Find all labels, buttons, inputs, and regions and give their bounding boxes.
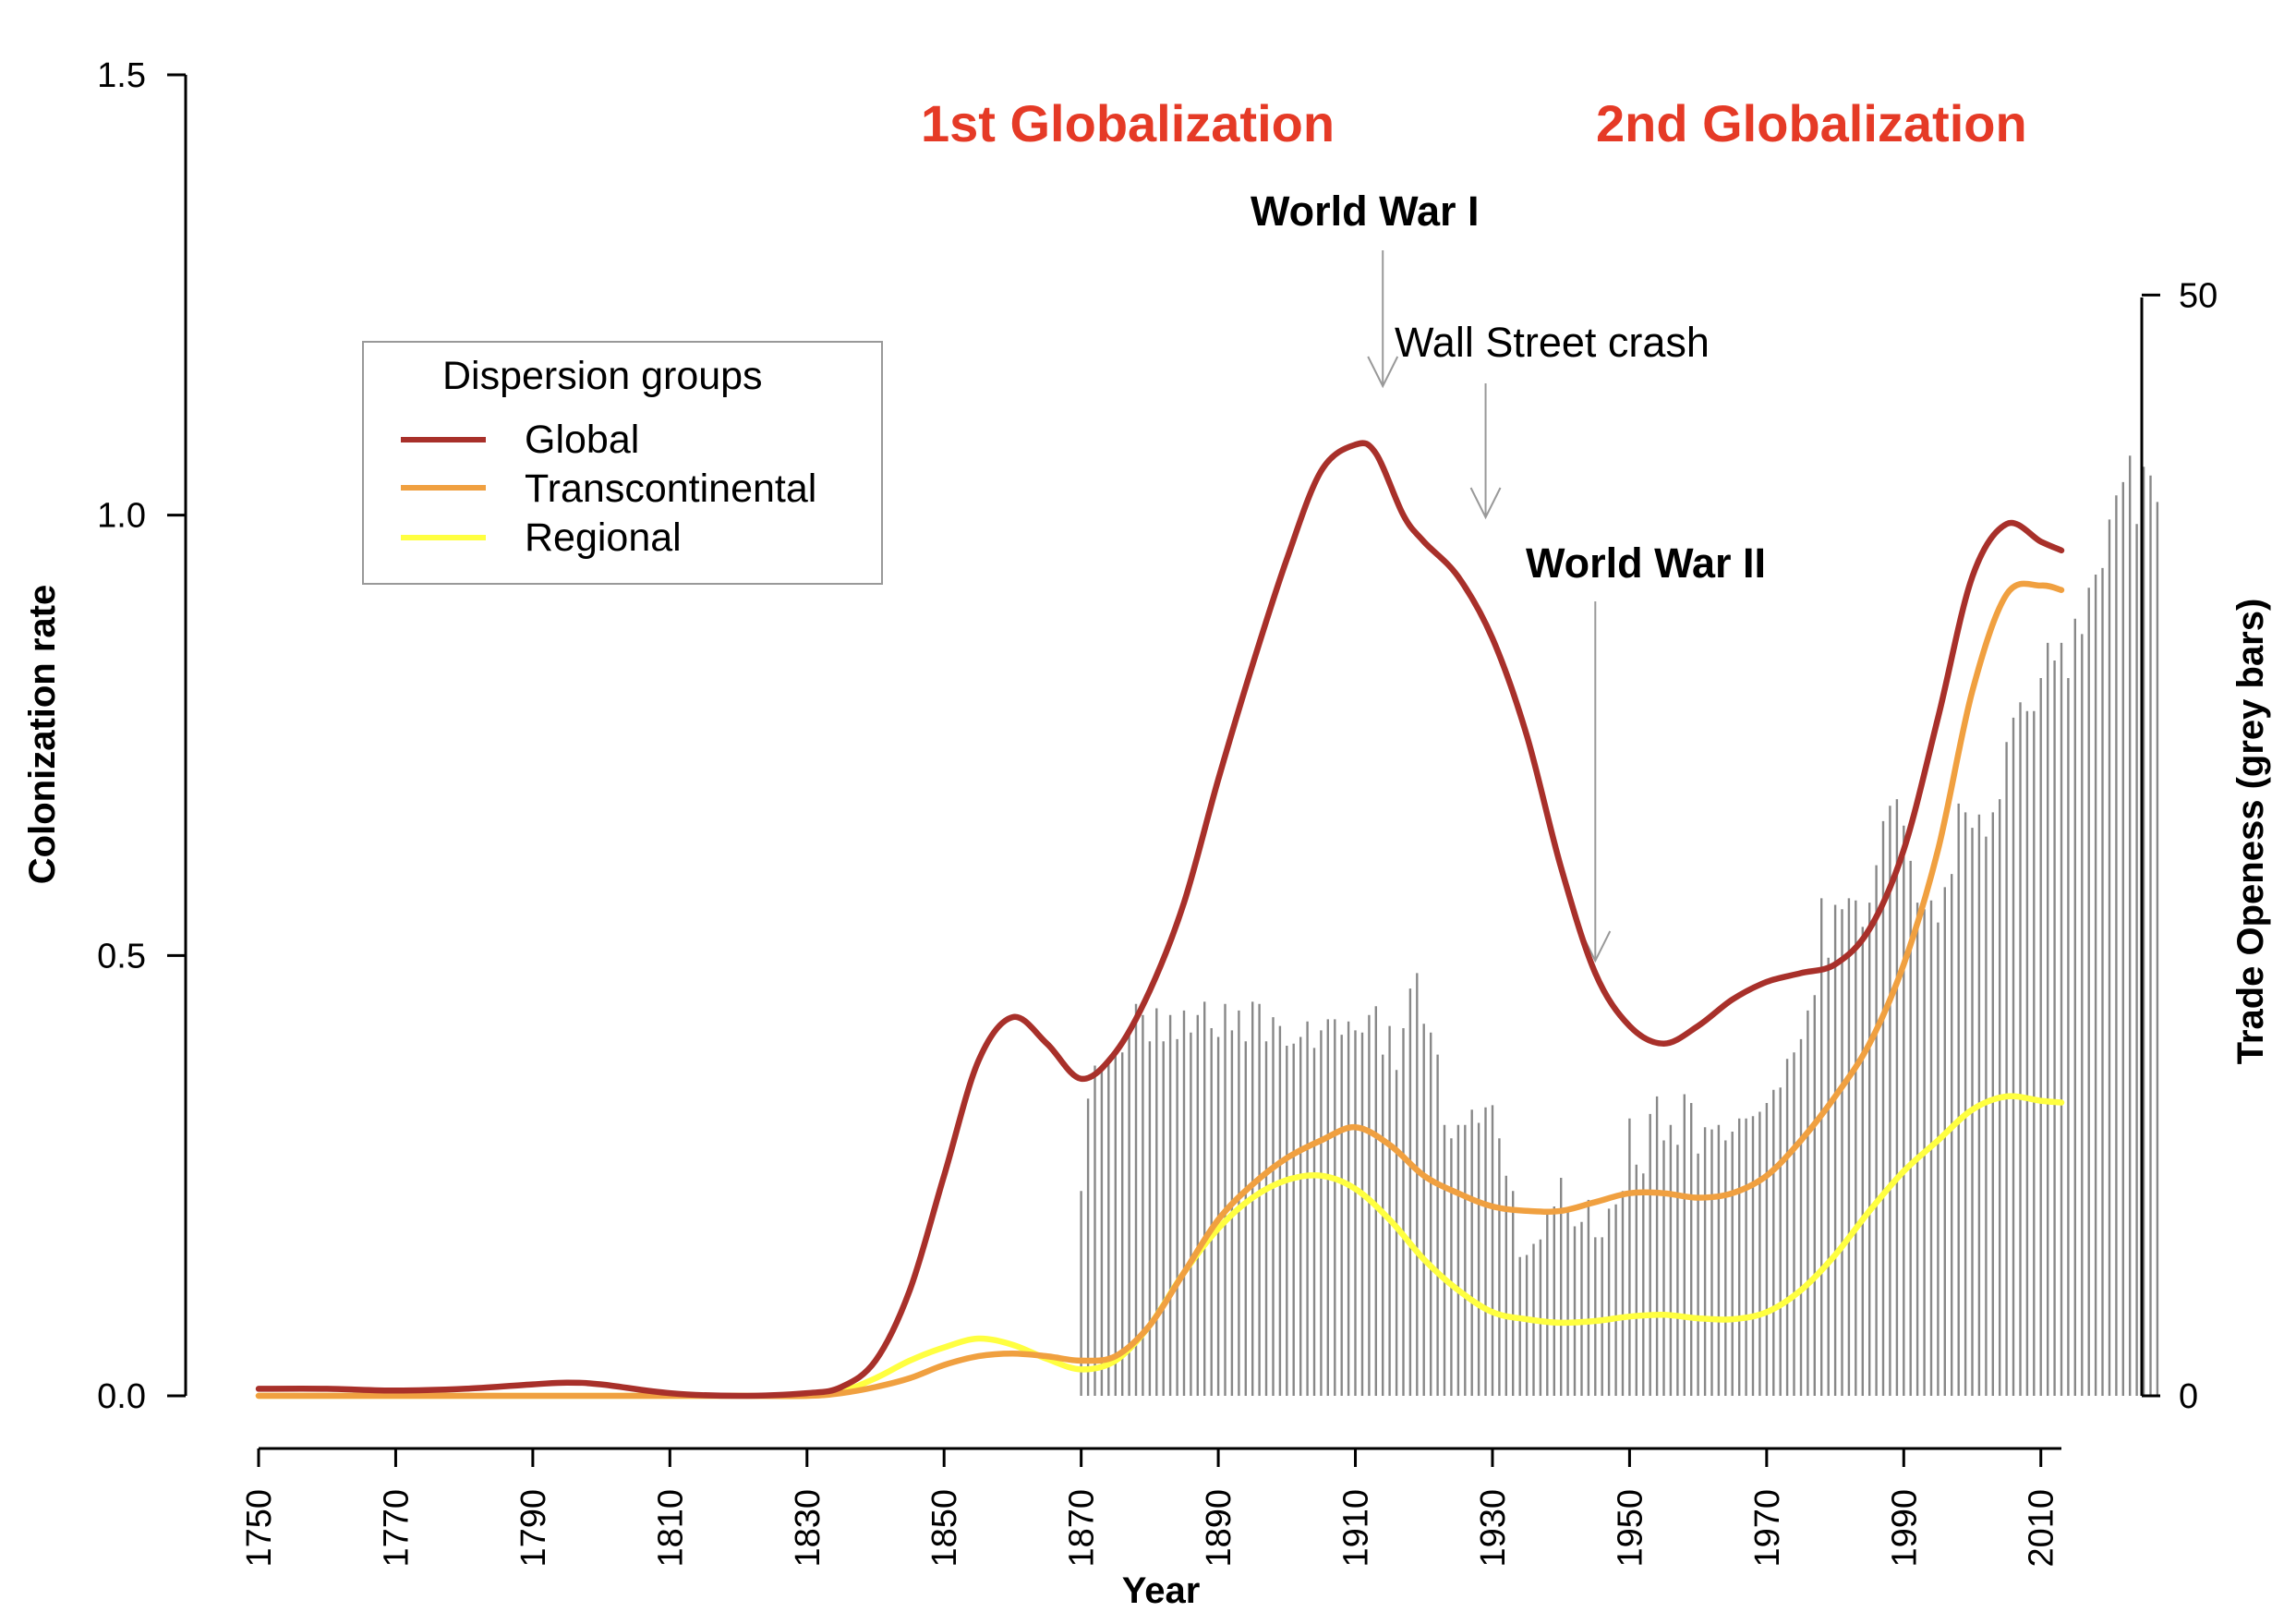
- x-tick-label: 1990: [1885, 1489, 1924, 1568]
- x-tick-label: 1950: [1611, 1489, 1649, 1568]
- legend-title: Dispersion groups: [442, 354, 763, 398]
- legend-label-global: Global: [525, 418, 639, 462]
- event-arrow-head: [1469, 487, 1502, 520]
- legend: Dispersion groups Global Transcontinenta…: [362, 341, 883, 585]
- annotation-wall-street-crash: Wall Street crash: [1395, 319, 1710, 366]
- left-axis-title: Colonization rate: [22, 585, 63, 884]
- legend-label-transcontinental: Transcontinental: [525, 467, 816, 511]
- x-axis: 1750 1770 1790 1810 1830 1850 1870 1890 1910 1930…: [240, 1447, 2061, 1568]
- left-y-axis: 0.0 0.5 1.0 1.5: [97, 56, 187, 1416]
- annotation-first-globalization: 1st Globalization: [921, 94, 1335, 152]
- series-line-regional: [255, 1093, 2065, 1400]
- series-line-transcontinental: [255, 580, 2065, 1400]
- x-tick-label: 1790: [514, 1489, 553, 1568]
- x-tick-label: 1890: [1200, 1489, 1239, 1568]
- series-line-global: [255, 440, 2065, 1400]
- x-tick-label: 1870: [1063, 1489, 1102, 1568]
- x-axis-title: Year: [1122, 1570, 1201, 1611]
- x-tick-label: 2010: [2023, 1489, 2061, 1568]
- y2-tick-label: 0: [2179, 1377, 2198, 1416]
- legend-label-regional: Regional: [525, 515, 682, 560]
- event-arrow-head: [1367, 356, 1399, 389]
- y-tick-label: 0.0: [97, 1377, 146, 1416]
- x-tick-label: 1770: [377, 1489, 416, 1568]
- y-tick-label: 1.0: [97, 497, 146, 536]
- x-tick-label: 1970: [1748, 1489, 1787, 1568]
- annotation-world-war-ii: World War II: [1526, 539, 1766, 587]
- x-tick-label: 1830: [789, 1489, 828, 1568]
- annotation-second-globalization: 2nd Globalization: [1596, 94, 2027, 152]
- x-tick-label: 1910: [1337, 1489, 1376, 1568]
- y-tick-label: 1.5: [97, 56, 146, 95]
- right-y-axis: 0 50: [2140, 276, 2217, 1416]
- right-axis-title: Trade Openess (grey bars): [2230, 599, 2271, 1065]
- annotation-world-war-i: World War I: [1251, 188, 1480, 235]
- x-tick-label: 1750: [240, 1489, 279, 1568]
- trade-openness-bars: [1080, 455, 2159, 1396]
- series-lines: [255, 440, 2065, 1400]
- y2-tick-label: 50: [2179, 276, 2217, 315]
- x-tick-label: 1930: [1474, 1489, 1513, 1568]
- legend-box: [362, 341, 883, 585]
- y-tick-label: 0.5: [97, 937, 146, 976]
- x-tick-label: 1810: [651, 1489, 690, 1568]
- x-tick-label: 1850: [925, 1489, 964, 1568]
